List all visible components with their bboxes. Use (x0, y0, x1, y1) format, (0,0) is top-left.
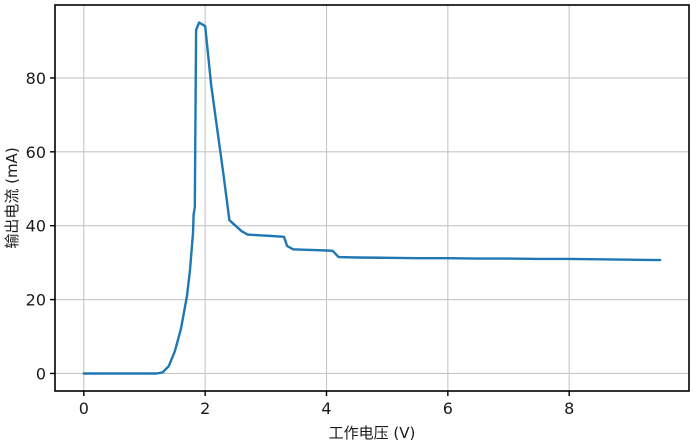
y-tick-label: 40 (26, 217, 46, 236)
y-tick-label: 0 (36, 364, 46, 383)
y-axis-label: 输出电流 (mA) (3, 147, 21, 248)
y-tick-label: 80 (26, 69, 46, 88)
data-line-series (82, 21, 662, 375)
x-axis-label: 工作电压 (V) (329, 424, 416, 442)
x-tick-label: 2 (200, 399, 210, 418)
grid-layer (55, 5, 689, 391)
x-tick-label: 8 (564, 399, 574, 418)
y-tick-label: 20 (26, 291, 46, 310)
x-tick-label: 4 (321, 399, 331, 418)
plot-border (54, 4, 690, 392)
y-tick-label: 60 (26, 143, 46, 162)
x-tick-label: 6 (443, 399, 453, 418)
x-tick-label: 0 (79, 399, 89, 418)
